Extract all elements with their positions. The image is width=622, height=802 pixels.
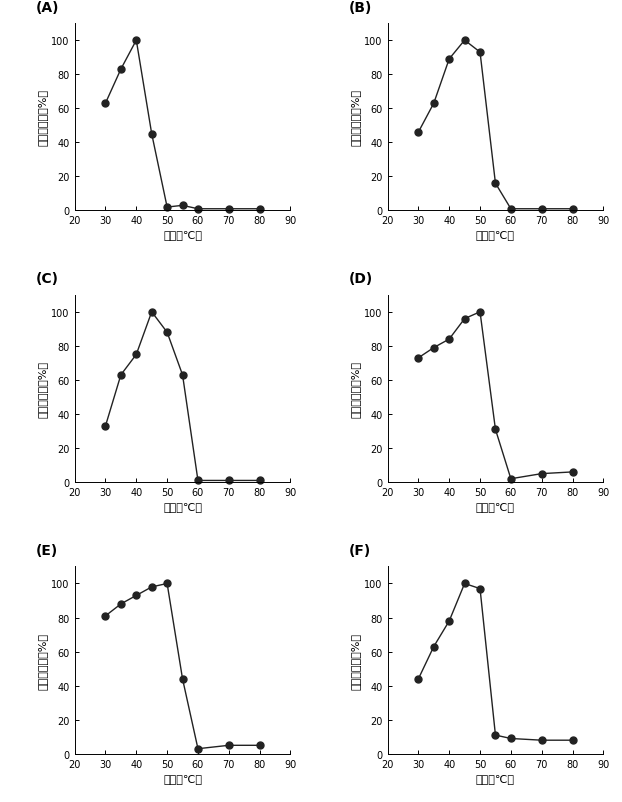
Y-axis label: 相対的活性（%）: 相対的活性（%） — [350, 361, 360, 417]
X-axis label: 温度（℃）: 温度（℃） — [163, 230, 202, 240]
Y-axis label: 相対的活性（%）: 相対的活性（%） — [350, 89, 360, 146]
X-axis label: 温度（℃）: 温度（℃） — [476, 230, 515, 240]
Text: (D): (D) — [349, 272, 373, 286]
X-axis label: 温度（℃）: 温度（℃） — [476, 501, 515, 512]
Y-axis label: 相対的活性（%）: 相対的活性（%） — [37, 89, 47, 146]
Text: (A): (A) — [36, 1, 59, 14]
Y-axis label: 相対的活性（%）: 相対的活性（%） — [350, 632, 360, 689]
Text: (C): (C) — [36, 272, 59, 286]
X-axis label: 温度（℃）: 温度（℃） — [163, 773, 202, 783]
Y-axis label: 相対的活性（%）: 相対的活性（%） — [37, 632, 47, 689]
X-axis label: 温度（℃）: 温度（℃） — [163, 501, 202, 512]
Text: (E): (E) — [36, 544, 58, 557]
X-axis label: 温度（℃）: 温度（℃） — [476, 773, 515, 783]
Text: (B): (B) — [349, 1, 372, 14]
Text: (F): (F) — [349, 544, 371, 557]
Y-axis label: 相対的活性（%）: 相対的活性（%） — [37, 361, 47, 417]
